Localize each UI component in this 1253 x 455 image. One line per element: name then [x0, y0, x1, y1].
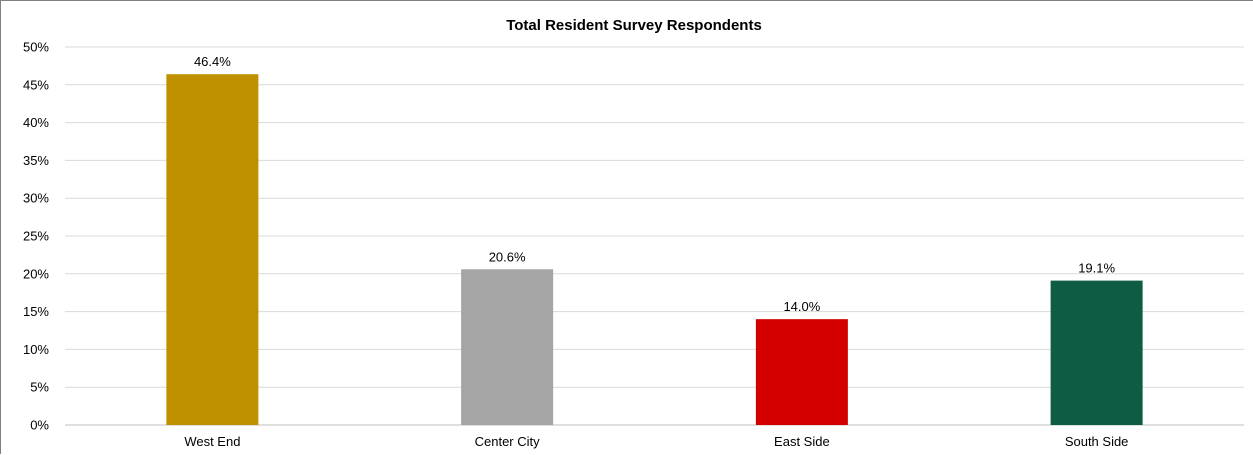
x-category-label: Center City [475, 434, 541, 449]
data-label: 46.4% [194, 54, 231, 69]
bars [166, 74, 1143, 425]
y-tick-label: 5% [30, 380, 49, 395]
y-tick-label: 0% [30, 418, 49, 433]
bar-south-side [1050, 280, 1143, 425]
data-label: 19.1% [1078, 261, 1115, 276]
y-tick-label: 40% [23, 115, 49, 130]
y-axis-ticks: 0% 5% 10% 15% 20% 25% 30% 35% 40% 45% 50% [23, 40, 49, 433]
y-tick-label: 30% [23, 191, 49, 206]
x-axis-categories: West End Center City East Side South Side [184, 434, 1128, 449]
x-category-label: West End [184, 434, 240, 449]
y-tick-label: 45% [23, 77, 49, 92]
y-tick-label: 15% [23, 304, 49, 319]
y-tick-label: 10% [23, 342, 49, 357]
y-tick-label: 25% [23, 229, 49, 244]
bar-west-end [166, 74, 259, 425]
y-tick-label: 50% [23, 40, 49, 55]
gridlines [65, 46, 1244, 426]
bar-east-side [755, 319, 848, 425]
x-category-label: East Side [774, 434, 830, 449]
y-tick-label: 20% [23, 266, 49, 281]
data-label: 14.0% [783, 299, 820, 314]
data-label: 20.6% [489, 249, 526, 264]
bar-center-city [461, 269, 554, 425]
chart-title: Total Resident Survey Respondents [506, 17, 762, 34]
y-tick-label: 35% [23, 153, 49, 168]
data-labels: 46.4% 20.6% 14.0% 19.1% [194, 54, 1116, 314]
x-category-label: South Side [1065, 434, 1129, 449]
